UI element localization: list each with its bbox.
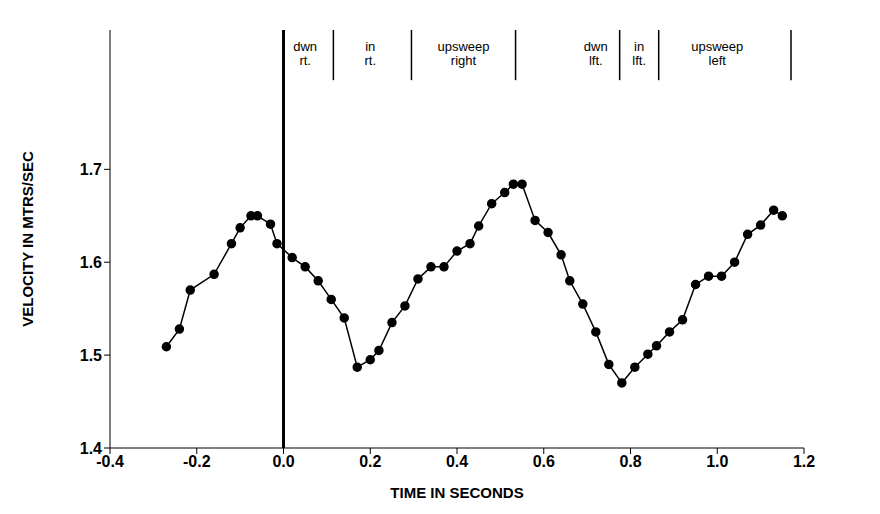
svg-text:0.6: 0.6	[533, 453, 555, 470]
svg-text:1.6: 1.6	[80, 254, 102, 271]
svg-text:0.4: 0.4	[446, 453, 468, 470]
svg-text:inrt.: inrt.	[364, 40, 376, 69]
svg-text:1.2: 1.2	[793, 453, 815, 470]
svg-text:-0.4: -0.4	[96, 453, 124, 471]
svg-text:0.2: 0.2	[359, 453, 381, 470]
svg-text:1.0: 1.0	[706, 453, 728, 470]
svg-text:inlft.: inlft.	[632, 40, 646, 69]
svg-text:TIME IN SECONDS: TIME IN SECONDS	[390, 484, 523, 501]
svg-text:0.0: 0.0	[272, 453, 294, 470]
svg-text:upsweepright: upsweepright	[437, 40, 489, 69]
svg-text:dwnlft.: dwnlft.	[584, 40, 608, 69]
svg-text:upsweepleft: upsweepleft	[691, 40, 743, 69]
svg-text:VELOCITY IN MTRS/SEC: VELOCITY IN MTRS/SEC	[19, 151, 36, 327]
svg-text:dwnrt.: dwnrt.	[293, 40, 317, 69]
svg-text:1.7: 1.7	[80, 161, 102, 178]
svg-text:0.8: 0.8	[619, 453, 641, 470]
svg-text:1.5: 1.5	[80, 347, 102, 364]
svg-text:-0.2: -0.2	[183, 453, 211, 470]
svg-text:1.4: 1.4	[80, 440, 102, 457]
